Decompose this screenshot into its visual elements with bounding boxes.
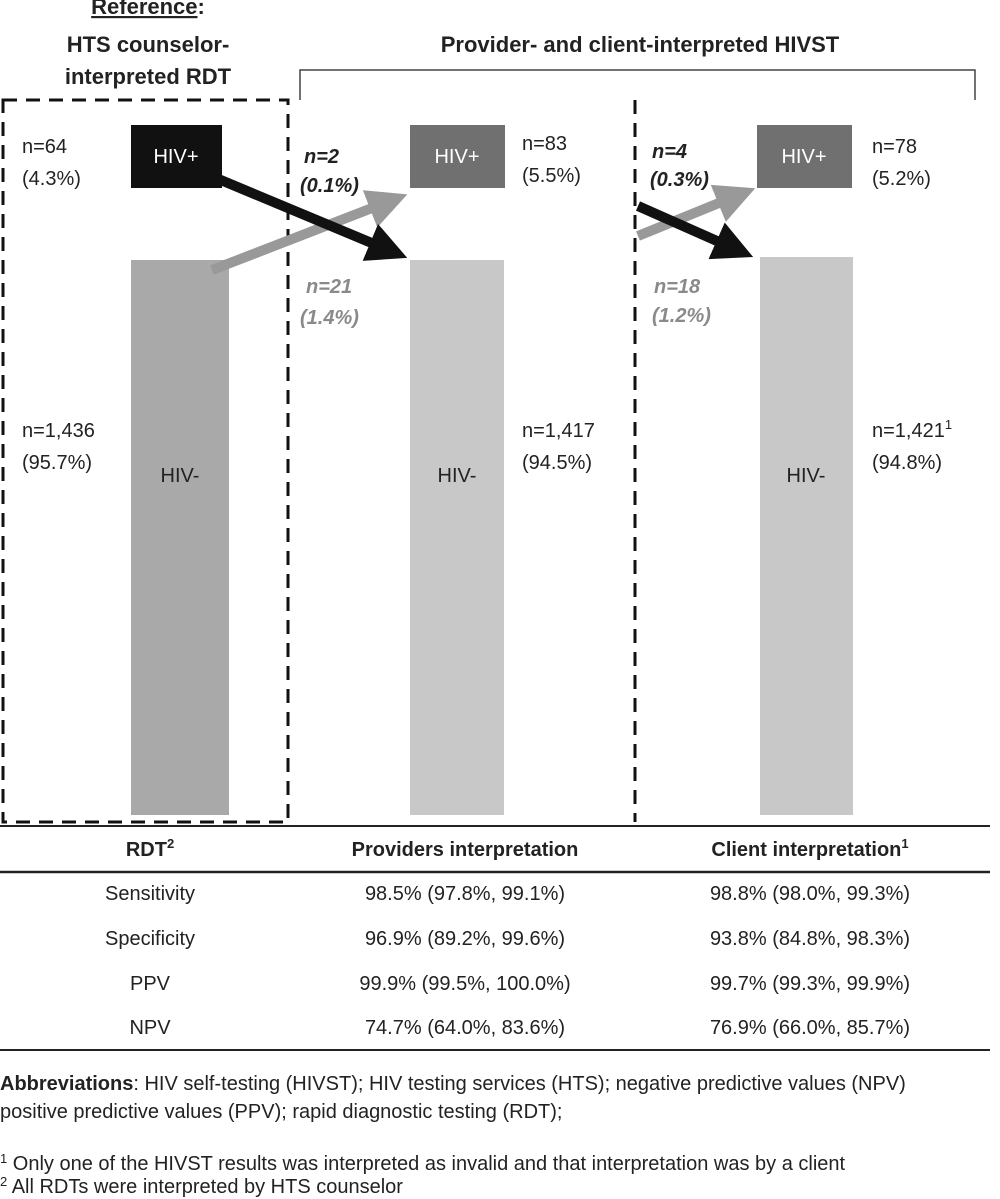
table-cell: 99.7% (99.3%, 99.9%)	[710, 973, 910, 995]
table: RDT2 Providers interpretation Client inter…	[105, 836, 910, 1039]
table-cell: Specificity	[105, 928, 195, 950]
bracket	[299, 69, 976, 100]
box-label: HIV-	[438, 465, 477, 487]
footnote-mark: 1	[0, 1151, 7, 1166]
reference-line: HTS counselor-	[67, 32, 230, 57]
table-cell: 98.5% (97.8%, 99.1%)	[365, 883, 565, 905]
footnote: 1 Only one of the HIVST results was inte…	[0, 1151, 846, 1175]
count: n=1,417	[522, 420, 595, 442]
flow-count: n=4	[652, 141, 687, 163]
table-cell: PPV	[130, 973, 171, 995]
flow-count: n=18	[654, 276, 701, 298]
table-cell: 74.7% (64.0%, 83.6%)	[365, 1017, 565, 1039]
reference-colon: :	[198, 0, 205, 19]
table-cell: 96.9% (89.2%, 99.6%)	[365, 928, 565, 950]
flow-percent: (1.4%)	[300, 307, 359, 329]
box-label: HIV+	[434, 146, 479, 168]
table-header: Client interpretation1	[711, 836, 908, 861]
table-cell: 98.8% (98.0%, 99.3%)	[710, 883, 910, 905]
hiv-neg-bar	[131, 260, 229, 815]
hiv-neg-bar	[410, 260, 504, 815]
table-cell: 76.9% (66.0%, 85.7%)	[710, 1017, 910, 1039]
percent: (5.2%)	[872, 168, 931, 190]
flow-percent: (1.2%)	[652, 305, 711, 327]
count: n=1,436	[22, 420, 95, 442]
hivst-title: Provider- and client-interpreted HIVST	[441, 32, 840, 57]
count: n=83	[522, 133, 567, 155]
reference-line: interpreted RDT	[65, 64, 232, 89]
abbreviations-label: Abbreviations	[0, 1073, 133, 1095]
header-text: Providers interpretation	[352, 839, 579, 861]
superscript: 2	[167, 836, 174, 851]
table-cell: NPV	[129, 1017, 171, 1039]
flow-percent: (0.1%)	[300, 175, 359, 197]
superscript: 1	[901, 836, 908, 851]
hiv-pos-box	[131, 125, 222, 188]
header-text: Client interpretation	[711, 839, 901, 861]
arrow	[635, 201, 754, 260]
superscript: 1	[945, 417, 952, 432]
table-cell: Sensitivity	[105, 883, 195, 905]
table-header: Providers interpretation	[352, 839, 579, 861]
reference-title: Reference:	[91, 0, 205, 19]
abbreviations-text: : HIV self-testing (HIVST); HIV testing …	[133, 1073, 905, 1095]
hiv-pos-box	[410, 125, 505, 188]
percent: (5.5%)	[522, 165, 581, 187]
percent: (94.8%)	[872, 452, 942, 474]
header-text: RDT	[126, 839, 167, 861]
count: n=64	[22, 136, 67, 158]
flow-count: n=2	[304, 146, 339, 168]
table-cell: 93.8% (84.8%, 98.3%)	[710, 928, 910, 950]
arrow	[636, 184, 756, 241]
arrow	[214, 173, 408, 261]
percent: (95.7%)	[22, 452, 92, 474]
percent: (4.3%)	[22, 168, 81, 190]
footnote-mark: 2	[0, 1174, 7, 1189]
hiv-neg-bar	[760, 257, 853, 815]
hiv-pos-box	[757, 125, 852, 188]
footnote: 2 All RDTs were interpreted by HTS couns…	[0, 1174, 403, 1198]
reference-frame	[1, 98, 290, 824]
abbreviations: Abbreviations: HIV self-testing (HIVST);…	[0, 1073, 906, 1095]
footnote-text: Only one of the HIVST results was interp…	[7, 1153, 845, 1175]
table-cell: 99.9% (99.5%, 100.0%)	[359, 973, 570, 995]
box-label: HIV-	[161, 465, 200, 487]
flow-percent: (0.3%)	[650, 169, 709, 191]
box-label: HIV+	[153, 146, 198, 168]
percent: (94.5%)	[522, 452, 592, 474]
abbreviations: positive predictive values (PPV); rapid …	[0, 1101, 562, 1123]
reference-word: Reference	[91, 0, 197, 19]
arrow	[210, 190, 408, 275]
table-header: RDT2	[126, 836, 174, 861]
count: n=1,4211	[872, 417, 952, 442]
box-label: HIV+	[781, 146, 826, 168]
flow-count: n=21	[306, 276, 352, 298]
count-text: n=1,421	[872, 420, 945, 442]
count: n=78	[872, 136, 917, 158]
box-label: HIV-	[787, 465, 826, 487]
footnote-text: All RDTs were interpreted by HTS counsel…	[7, 1176, 403, 1198]
